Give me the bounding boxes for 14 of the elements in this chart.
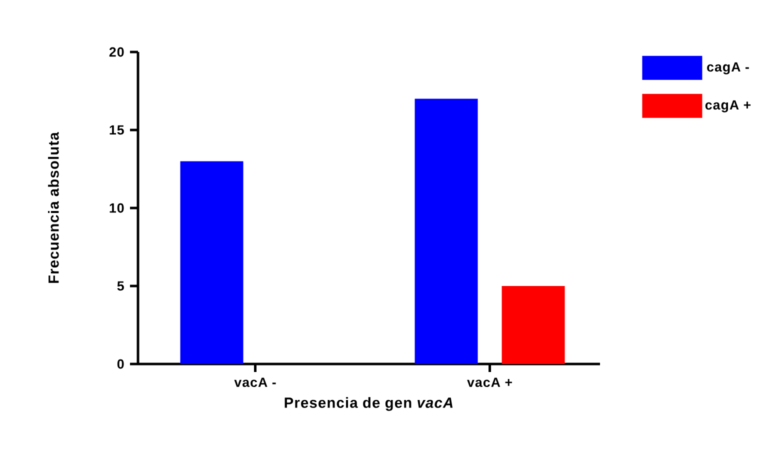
y-tick-label: 15 bbox=[110, 125, 124, 135]
bar bbox=[414, 98, 478, 364]
bar bbox=[502, 286, 565, 364]
legend-label: cagA - bbox=[707, 62, 749, 74]
legend-label: cagA + bbox=[705, 100, 751, 112]
x-tick-label: vacA + bbox=[467, 378, 512, 387]
y-tick-label: 5 bbox=[117, 281, 124, 291]
y-tick-label: 0 bbox=[117, 359, 124, 369]
y-axis-title: Frecuencia absoluta bbox=[48, 132, 59, 283]
x-tick-label: vacA - bbox=[234, 378, 276, 387]
y-tick-label: 20 bbox=[109, 47, 124, 57]
x-axis-title: Presencia de gen vacA bbox=[284, 397, 453, 411]
bar bbox=[180, 161, 244, 364]
y-tick-label: 10 bbox=[110, 203, 124, 213]
